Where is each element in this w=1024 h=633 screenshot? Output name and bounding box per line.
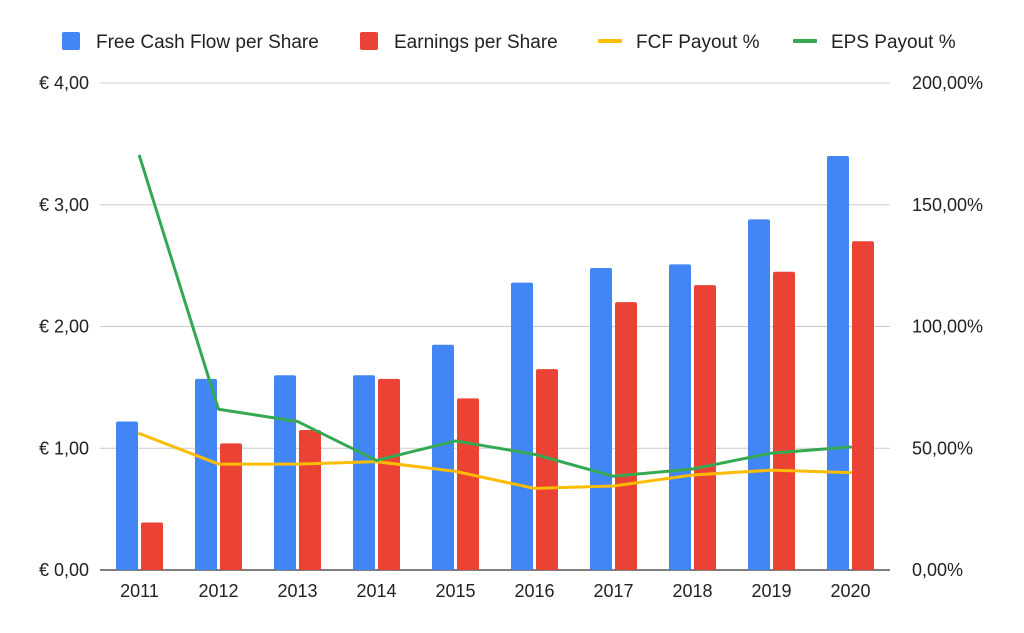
earnings-per-share-bar: [615, 302, 637, 570]
free-cash-flow-per-share-bar: [353, 375, 375, 570]
earnings-per-share-legend-label: Earnings per Share: [394, 32, 558, 53]
fcf-payout-line: [138, 432, 852, 490]
right-tick-label: 100,00%: [912, 317, 983, 337]
x-tick-label: 2013: [277, 581, 317, 601]
fcf-payout-legend-swatch: [598, 39, 622, 43]
left-tick-label: € 2,00: [39, 317, 89, 337]
right-tick-label: 0,00%: [912, 560, 963, 580]
earnings-per-share-bar: [852, 241, 874, 570]
earnings-per-share-bar: [378, 378, 400, 570]
right-tick-label: 150,00%: [912, 195, 983, 215]
free-cash-flow-per-share-bar: [432, 344, 454, 570]
earnings-per-share-bar: [299, 429, 321, 570]
earnings-per-share-bar: [773, 271, 795, 570]
left-tick-label: € 1,00: [39, 438, 89, 458]
bars: [116, 156, 874, 571]
free-cash-flow-per-share-bar: [590, 268, 612, 570]
right-tick-label: 50,00%: [912, 438, 973, 458]
free-cash-flow-per-share-legend-label: Free Cash Flow per Share: [96, 32, 319, 53]
eps-payout-line: [138, 154, 852, 478]
right-tick-label: 200,00%: [912, 73, 983, 93]
earnings-per-share-bar: [220, 443, 242, 570]
free-cash-flow-per-share-bar: [827, 156, 849, 571]
right-axis-ticks: 0,00% 50,00% 100,00% 150,00% 200,00%: [912, 73, 983, 580]
x-tick-label: 2011: [120, 581, 159, 601]
x-tick-label: 2016: [514, 581, 554, 601]
earnings-per-share-bar: [694, 285, 716, 570]
earnings-per-share-legend-swatch: [360, 32, 378, 50]
earnings-per-share-bar: [536, 369, 558, 570]
legend: Free Cash Flow per Share Earnings per Sha…: [62, 32, 956, 53]
left-tick-label: € 4,00: [39, 73, 89, 93]
x-axis-ticks: 2011 2012 2013 2014 2015 2016 2017 2018 2019 2020: [120, 581, 870, 601]
x-tick-label: 2018: [672, 581, 712, 601]
free-cash-flow-per-share-bar: [669, 264, 691, 570]
free-cash-flow-per-share-bar: [116, 421, 138, 570]
x-tick-label: 2019: [751, 581, 791, 601]
free-cash-flow-per-share-bar: [748, 219, 770, 571]
earnings-per-share-bar: [457, 398, 479, 570]
free-cash-flow-per-share-legend-swatch: [62, 32, 80, 50]
eps-payout-legend-label: EPS Payout %: [831, 32, 956, 53]
left-tick-label: € 0,00: [39, 560, 89, 580]
x-tick-label: 2017: [593, 581, 633, 601]
x-tick-label: 2020: [830, 581, 870, 601]
x-tick-label: 2012: [198, 581, 238, 601]
left-tick-label: € 3,00: [39, 195, 89, 215]
left-axis-ticks: € 0,00 € 1,00 € 2,00 € 3,00 € 4,00: [39, 73, 89, 580]
gridlines: [100, 82, 890, 571]
free-cash-flow-per-share-bar: [195, 378, 217, 570]
free-cash-flow-per-share-bar: [511, 282, 533, 570]
payout-lines: [138, 154, 852, 490]
earnings-per-share-bar: [141, 522, 163, 570]
x-tick-label: 2015: [435, 581, 475, 601]
fcf-payout-legend-label: FCF Payout %: [636, 32, 760, 53]
eps-payout-legend-swatch: [793, 39, 817, 43]
free-cash-flow-per-share-bar: [274, 375, 296, 570]
x-tick-label: 2014: [356, 581, 396, 601]
